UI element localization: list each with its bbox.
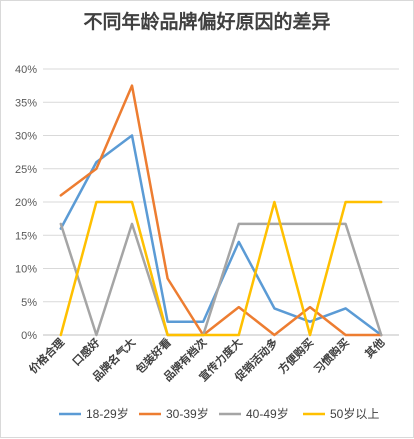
y-tick-label: 35% <box>15 97 37 109</box>
y-tick-label: 30% <box>15 131 37 143</box>
series-line-2 <box>59 222 383 337</box>
x-tick-label: 习惯购买 <box>311 335 352 376</box>
legend-label-1: 30-39岁 <box>166 406 209 421</box>
y-tick-label: 0% <box>21 330 37 342</box>
legend-label-0: 18-29岁 <box>86 406 129 421</box>
x-tick-label: 方便购买 <box>275 335 316 376</box>
chart-title: 不同年龄品牌偏好原因的差异 <box>83 11 331 33</box>
legend-label-2: 40-49岁 <box>246 406 289 421</box>
series-line-1 <box>59 84 383 337</box>
y-tick-label: 5% <box>21 297 37 309</box>
y-tick-label: 10% <box>15 264 37 276</box>
y-tick-label: 25% <box>15 164 37 176</box>
x-tick-label: 口感好 <box>69 335 102 368</box>
y-tick-label: 20% <box>15 197 37 209</box>
x-tick-label: 其他 <box>362 335 387 360</box>
y-tick-label: 15% <box>15 230 37 242</box>
series-line-3 <box>59 200 383 337</box>
y-tick-label: 40% <box>15 64 37 76</box>
legend-label-3: 50岁以上 <box>330 406 379 421</box>
